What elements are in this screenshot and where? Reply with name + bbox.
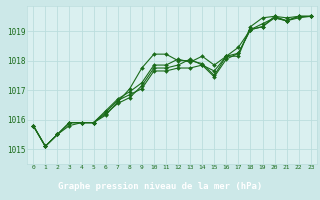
Text: Graphe pression niveau de la mer (hPa): Graphe pression niveau de la mer (hPa) <box>58 182 262 191</box>
